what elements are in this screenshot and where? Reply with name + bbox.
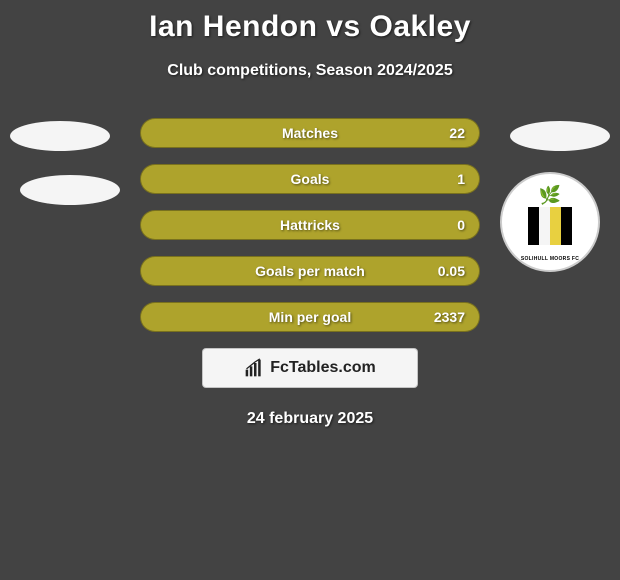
- subtitle: Club competitions, Season 2024/2025: [0, 62, 620, 80]
- chart-icon: [244, 358, 264, 378]
- stat-label: Goals: [291, 171, 330, 187]
- player1-badge-placeholder-1: [10, 121, 110, 151]
- logo-text: FcTables.com: [270, 359, 376, 377]
- club-badge-inner: 🌿 SOLIHULL MOORS FC: [507, 179, 593, 265]
- page-title: Ian Hendon vs Oakley: [0, 10, 620, 44]
- club-badge: 🌿 SOLIHULL MOORS FC: [500, 172, 600, 272]
- club-badge-shield: [528, 207, 572, 245]
- stat-value: 0: [457, 217, 465, 233]
- stat-label: Hattricks: [280, 217, 340, 233]
- shield-stripe-1: [528, 207, 539, 245]
- stat-value: 0.05: [438, 263, 465, 279]
- stat-row-goals-per-match: Goals per match 0.05: [140, 256, 480, 286]
- stat-row-hattricks: Hattricks 0: [140, 210, 480, 240]
- shield-stripe-2: [539, 207, 550, 245]
- stat-value: 1: [457, 171, 465, 187]
- stat-label: Goals per match: [255, 263, 365, 279]
- shield-stripe-3: [550, 207, 561, 245]
- player1-badge-placeholder-2: [20, 175, 120, 205]
- fctables-logo[interactable]: FcTables.com: [202, 348, 418, 388]
- stat-label: Min per goal: [269, 309, 351, 325]
- club-badge-crest-icon: 🌿: [539, 185, 561, 206]
- stat-row-matches: Matches 22: [140, 118, 480, 148]
- club-badge-text: SOLIHULL MOORS FC: [507, 256, 593, 262]
- stat-row-goals: Goals 1: [140, 164, 480, 194]
- stat-row-min-per-goal: Min per goal 2337: [140, 302, 480, 332]
- stat-value: 22: [449, 125, 465, 141]
- stat-label: Matches: [282, 125, 338, 141]
- stat-value: 2337: [434, 309, 465, 325]
- comparison-infographic: Ian Hendon vs Oakley Club competitions, …: [0, 0, 620, 580]
- player2-badge-placeholder: [510, 121, 610, 151]
- date-text: 24 february 2025: [0, 410, 620, 428]
- shield-stripe-4: [561, 207, 572, 245]
